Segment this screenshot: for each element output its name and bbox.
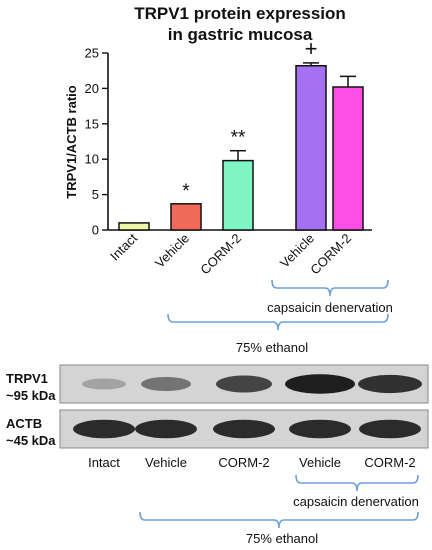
blot-lane-label-vehicle: Vehicle [145,455,187,470]
blot-row-trpv1-size: ~95 kDa [6,388,56,403]
y-tick-label: 25 [85,46,99,61]
blot-row-trpv1-name: TRPV1 [6,371,48,386]
blot-row-actb-size: ~45 kDa [6,433,56,448]
blot-band [141,377,191,391]
x-tick-label: CORM-2 [197,231,244,278]
chart-subtitle: in gastric mucosa [168,25,313,44]
blot-row-actb-name: ACTB [6,416,42,431]
blot-lane-label-intact: Intact [88,455,120,470]
blot-bracket-capsaicin-label: capsaicin denervation [293,494,419,509]
significance-mark: * [182,181,190,202]
significance-mark: + [305,36,318,61]
blot-bracket-capsaicin: capsaicin denervation [293,474,419,509]
chart-bracket-capsaicin: capsaicin denervation [267,279,393,315]
blot-band [73,419,135,439]
blot-lane-label-vehicle-caps: Vehicle [299,455,341,470]
blot-lane-label-corm2-caps: CORM-2 [364,455,415,470]
y-tick-label: 5 [92,187,99,202]
blot-band [213,419,275,439]
chart-bracket-ethanol: 75% ethanol [167,313,389,355]
chart-bracket-capsaicin-label: capsaicin denervation [267,300,393,315]
y-tick-label: 15 [85,116,99,131]
blot-band [216,375,272,393]
x-tick-label: Intact [107,230,140,263]
blot-band [358,374,422,394]
bar [295,64,327,231]
blot-band [359,419,421,439]
blot-band [285,374,355,394]
blot-bracket-ethanol-label: 75% ethanol [246,531,318,546]
blot-bracket-ethanol: 75% ethanol [139,511,419,546]
y-axis-label: TRPV1/ACTB ratio [64,85,79,198]
x-tick-label: Vehicle [152,231,192,271]
blot-band [135,419,197,439]
x-tick-label: CORM-2 [307,231,354,278]
chart-bracket-ethanol-label: 75% ethanol [236,340,308,355]
y-tick-label: 0 [92,223,99,238]
y-tick-label: 20 [85,81,99,96]
bar [170,203,202,231]
y-tick-label: 10 [85,152,99,167]
blot-lane-label-corm2: CORM-2 [218,455,269,470]
blot-band [82,378,126,390]
bar [332,86,364,231]
chart-title: TRPV1 protein expression [134,4,346,23]
significance-mark: ** [231,128,246,149]
western-blot: TRPV1 ~95 kDa ACTB ~45 kDa Intact Vehicl… [6,364,429,546]
bar [222,159,254,231]
blot-band [289,419,351,439]
bar-chart: 0510152025Intact*Vehicle**CORM-2+Vehicle… [85,36,372,277]
bar [118,222,150,231]
